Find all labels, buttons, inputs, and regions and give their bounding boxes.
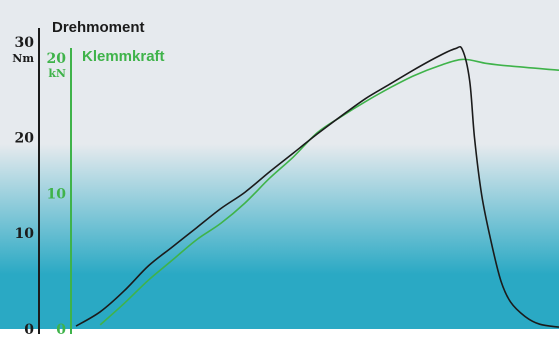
torque-axis-unit: Nm xyxy=(12,52,34,65)
clamp-axis-title: Klemmkraft xyxy=(82,48,165,65)
torque-axis-title: Drehmoment xyxy=(52,19,145,36)
clamp-axis-unit: kN xyxy=(48,67,66,80)
torque-tick-label: 10 xyxy=(15,226,35,242)
torque-tick-label: 20 xyxy=(15,131,35,147)
clamp-tick-label: 10 xyxy=(47,186,67,202)
series-line-drehmoment xyxy=(75,45,559,328)
torque-tick-label: 30 xyxy=(15,35,35,51)
torque-tick-label: 0 xyxy=(24,322,34,338)
chart-floor xyxy=(0,329,559,343)
series-line-klemmkraft xyxy=(99,58,559,326)
clamp-tick-label: 20 xyxy=(47,51,67,67)
clamp-tick-label: 0 xyxy=(56,322,66,338)
